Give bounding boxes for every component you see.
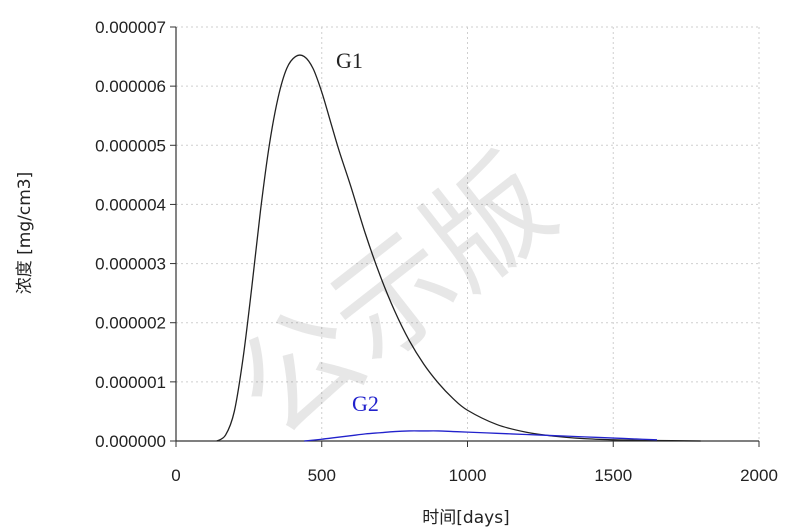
axes: [170, 26, 760, 447]
y-axis-title: 浓度 [mg/cm3]: [15, 172, 35, 294]
series-lines: [216, 54, 701, 442]
series-line-g2: [304, 430, 657, 442]
x-axis-title: 时间[days]: [422, 508, 509, 527]
x-tick-label: 1500: [594, 466, 632, 485]
y-tick-label: 0.000001: [95, 373, 166, 392]
watermark-text: 公示版: [210, 132, 579, 463]
tick-labels: 0 500 1000 1500 2000 0.000000 0.000001 0.000002…: [95, 18, 778, 485]
series-label-g2: G2: [352, 391, 379, 416]
grid-lines: [176, 26, 760, 441]
x-tick-label: 500: [308, 466, 336, 485]
x-tick-label: 0: [171, 466, 180, 485]
y-tick-label: 0.000007: [95, 18, 166, 37]
x-tick-label: 2000: [740, 466, 778, 485]
y-tick-label: 0.000004: [95, 195, 166, 214]
y-tick-label: 0.000006: [95, 77, 166, 96]
series-labels: G1 G2: [336, 48, 379, 416]
y-tick-label: 0.000003: [95, 255, 166, 274]
y-tick-label: 0.000002: [95, 314, 166, 333]
y-tick-label: 0.000000: [95, 432, 166, 451]
x-tick-label: 1000: [449, 466, 487, 485]
series-label-g1: G1: [336, 48, 363, 73]
y-tick-label: 0.000005: [95, 136, 166, 155]
